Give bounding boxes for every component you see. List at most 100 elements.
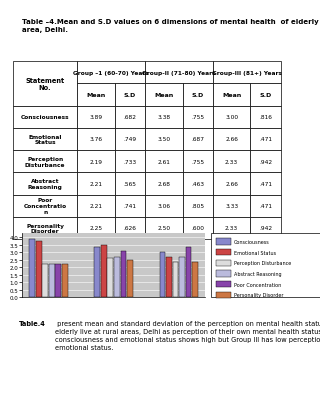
- Bar: [36, 241, 42, 297]
- Bar: [115, 128, 145, 151]
- Bar: [13, 62, 77, 107]
- Bar: [213, 62, 281, 84]
- Bar: [166, 258, 172, 297]
- Bar: [160, 253, 165, 297]
- Bar: [183, 107, 213, 128]
- Text: .749: .749: [124, 137, 137, 142]
- Bar: [77, 173, 115, 195]
- Text: 2.61: 2.61: [157, 159, 170, 164]
- Bar: [216, 249, 231, 256]
- Text: Abstract
Reasoning: Abstract Reasoning: [28, 179, 63, 190]
- Bar: [145, 195, 183, 217]
- Text: Personality Disorder: Personality Disorder: [234, 293, 284, 298]
- Bar: [192, 263, 198, 297]
- Text: 3.00: 3.00: [225, 115, 238, 120]
- Bar: [179, 258, 185, 297]
- Bar: [172, 263, 178, 297]
- Text: .687: .687: [191, 137, 204, 142]
- Bar: [183, 128, 213, 151]
- Text: present mean and standard deviation of the perception on mental health status of: present mean and standard deviation of t…: [55, 320, 320, 351]
- Bar: [251, 217, 281, 240]
- Bar: [216, 239, 231, 245]
- Bar: [216, 281, 231, 288]
- Bar: [62, 264, 68, 297]
- Bar: [77, 107, 115, 128]
- Text: 2.21: 2.21: [90, 204, 103, 209]
- Text: .816: .816: [259, 115, 272, 120]
- Text: Consciousness: Consciousness: [21, 115, 69, 120]
- Bar: [145, 84, 183, 107]
- Text: .471: .471: [259, 137, 272, 142]
- Bar: [77, 62, 145, 84]
- Bar: [13, 107, 77, 128]
- Bar: [213, 217, 251, 240]
- Text: .733: .733: [124, 159, 137, 164]
- Text: 2.66: 2.66: [225, 182, 238, 187]
- Text: 3.89: 3.89: [90, 115, 103, 120]
- Text: Poor Concentration: Poor Concentration: [234, 282, 282, 287]
- Bar: [251, 84, 281, 107]
- Text: Mean: Mean: [222, 93, 241, 98]
- Bar: [145, 107, 183, 128]
- Bar: [251, 107, 281, 128]
- Bar: [49, 264, 55, 297]
- Bar: [145, 173, 183, 195]
- Text: 3.76: 3.76: [90, 137, 103, 142]
- Text: 2.50: 2.50: [157, 226, 171, 231]
- Text: Abstract Reasoning: Abstract Reasoning: [234, 271, 282, 276]
- Bar: [183, 195, 213, 217]
- Bar: [115, 173, 145, 195]
- Bar: [127, 260, 133, 297]
- Text: .755: .755: [191, 115, 204, 120]
- Bar: [213, 151, 251, 173]
- Text: .942: .942: [259, 159, 272, 164]
- Text: Group-III (81+) Years: Group-III (81+) Years: [212, 71, 282, 76]
- Bar: [29, 240, 35, 297]
- Text: .942: .942: [259, 226, 272, 231]
- Text: .626: .626: [124, 226, 137, 231]
- Text: 2.25: 2.25: [90, 226, 103, 231]
- Text: .463: .463: [191, 182, 204, 187]
- Bar: [13, 217, 77, 240]
- Bar: [115, 84, 145, 107]
- Bar: [115, 151, 145, 173]
- Text: 3.50: 3.50: [157, 137, 171, 142]
- Text: 2.21: 2.21: [90, 182, 103, 187]
- Text: Emotional
Status: Emotional Status: [28, 134, 62, 145]
- Bar: [216, 292, 231, 299]
- Bar: [183, 173, 213, 195]
- Text: 2.66: 2.66: [225, 137, 238, 142]
- Text: S.D: S.D: [192, 93, 204, 98]
- Bar: [186, 248, 191, 297]
- Text: Group –1 (60-70) Years: Group –1 (60-70) Years: [73, 71, 149, 76]
- Text: Statement
No.: Statement No.: [26, 78, 65, 90]
- Text: 3.06: 3.06: [157, 204, 171, 209]
- Text: .600: .600: [191, 226, 204, 231]
- Bar: [94, 247, 100, 297]
- Text: Table.4: Table.4: [19, 320, 46, 326]
- Text: .741: .741: [124, 204, 137, 209]
- Bar: [213, 173, 251, 195]
- Text: 3.38: 3.38: [157, 115, 171, 120]
- Text: 2.68: 2.68: [157, 182, 171, 187]
- Text: Mean: Mean: [154, 93, 173, 98]
- Bar: [216, 271, 231, 277]
- Bar: [213, 195, 251, 217]
- Bar: [251, 195, 281, 217]
- Bar: [145, 151, 183, 173]
- Bar: [213, 84, 251, 107]
- Text: Mean: Mean: [87, 93, 106, 98]
- Text: 3.33: 3.33: [225, 204, 238, 209]
- Bar: [108, 259, 113, 297]
- Text: .682: .682: [124, 115, 137, 120]
- Bar: [183, 151, 213, 173]
- Bar: [42, 265, 48, 297]
- Text: .565: .565: [124, 182, 137, 187]
- Text: Perception
Disturbance: Perception Disturbance: [25, 157, 65, 167]
- Text: 2.33: 2.33: [225, 159, 238, 164]
- Bar: [13, 128, 77, 151]
- Bar: [114, 257, 120, 297]
- Bar: [145, 62, 213, 84]
- Bar: [213, 128, 251, 151]
- Bar: [77, 84, 115, 107]
